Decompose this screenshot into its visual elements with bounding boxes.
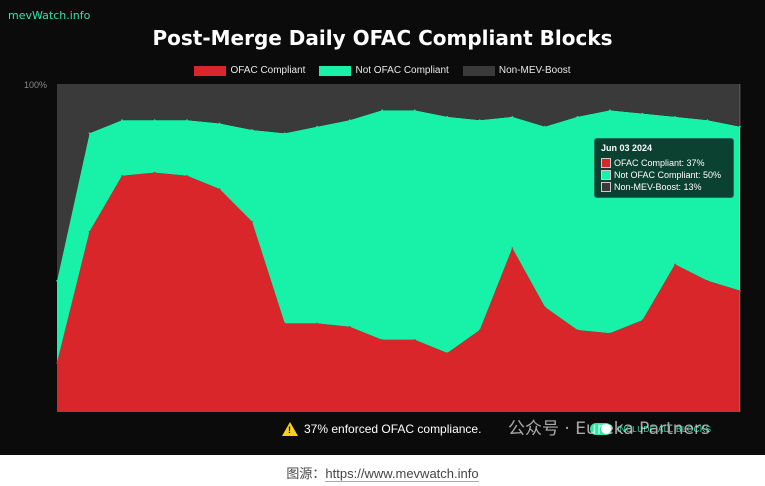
- point-not-ofac-compliant-8: [316, 125, 319, 128]
- legend-swatch-non-mev: [462, 65, 495, 76]
- point-not-ofac-compliant-20: [706, 119, 709, 121]
- point-ofac-compliant-3: [153, 171, 156, 174]
- point-ofac-compliant-4: [186, 175, 188, 177]
- area-series-non-mev-boost[interactable]: [57, 84, 740, 281]
- tooltip-text-ofac: OFAC Compliant: 37%: [614, 158, 705, 168]
- legend-label-non-mev: Non-MEV-Boost: [498, 65, 571, 76]
- point-ofac-compliant-10: [381, 339, 384, 341]
- point-ofac-compliant-20: [706, 280, 709, 282]
- point-not-ofac-compliant-4: [186, 119, 188, 121]
- brand-logo-text[interactable]: mevWatch.info: [8, 9, 91, 22]
- area-series-ofac-compliant[interactable]: [57, 172, 740, 412]
- include-all-blocks-toggle[interactable]: [590, 423, 612, 435]
- tooltip-text-non-mev: Non-MEV-Boost: 13%: [614, 182, 702, 192]
- point-not-ofac-compliant-17: [609, 109, 611, 111]
- point-ofac-compliant-14: [511, 247, 514, 249]
- chart-plot-area[interactable]: [0, 0, 765, 455]
- point-not-ofac-compliant-9: [348, 119, 351, 121]
- point-not-ofac-compliant-15: [544, 125, 546, 128]
- tooltip-swatch-ofac: [601, 158, 611, 168]
- y-axis-top-label: 100%: [24, 80, 48, 90]
- point-ofac-compliant-16: [576, 329, 579, 331]
- chart-legend: OFAC Compliant Not OFAC Compliant Non-ME…: [0, 65, 765, 76]
- area-series-not-ofac-compliant[interactable]: [57, 110, 740, 363]
- point-ofac-compliant-15: [544, 306, 546, 308]
- watermark-text: 公众号 · Eureka Partners: [508, 419, 710, 439]
- point-ofac-compliant-1: [88, 230, 91, 233]
- point-ofac-compliant-13: [479, 329, 481, 331]
- point-not-ofac-compliant-6: [251, 129, 253, 131]
- point-not-ofac-compliant-0: [56, 280, 58, 282]
- legend-item-not-ofac[interactable]: Not OFAC Compliant: [319, 65, 449, 76]
- tooltip-swatch-non-mev: [601, 182, 611, 192]
- point-ofac-compliant-0: [56, 362, 58, 364]
- legend-swatch-not-ofac: [319, 65, 352, 76]
- point-not-ofac-compliant-7: [283, 132, 286, 134]
- point-ofac-compliant-19: [674, 263, 676, 266]
- point-not-ofac-compliant-13: [479, 119, 481, 121]
- point-not-ofac-compliant-16: [576, 116, 579, 118]
- point-ofac-compliant-21: [739, 289, 741, 292]
- point-ofac-compliant-6: [251, 221, 253, 223]
- point-ofac-compliant-12: [446, 352, 449, 354]
- compliance-notice-text: 37% enforced OFAC compliance.: [304, 422, 482, 436]
- point-ofac-compliant-2: [121, 175, 123, 177]
- legend-item-non-mev[interactable]: Non-MEV-Boost: [462, 65, 571, 76]
- tooltip-row-non-mev: Non-MEV-Boost: 13%: [601, 181, 727, 193]
- point-not-ofac-compliant-2: [121, 119, 123, 121]
- point-not-ofac-compliant-12: [446, 116, 449, 118]
- tooltip-row-ofac: OFAC Compliant: 37%: [601, 157, 727, 169]
- legend-item-ofac[interactable]: OFAC Compliant: [194, 65, 305, 76]
- legend-swatch-ofac: [194, 65, 227, 76]
- point-not-ofac-compliant-1: [88, 132, 91, 134]
- include-all-blocks-label[interactable]: INCLUDE ALL BLOCKS: [617, 425, 712, 434]
- compliance-notice: ! 37% enforced OFAC compliance.: [282, 422, 481, 436]
- point-ofac-compliant-9: [348, 325, 351, 328]
- point-not-ofac-compliant-21: [739, 125, 741, 128]
- chart-title: Post-Merge Daily OFAC Compliant Blocks: [152, 26, 613, 50]
- point-ofac-compliant-5: [218, 188, 221, 190]
- point-not-ofac-compliant-5: [218, 122, 221, 125]
- point-not-ofac-compliant-14: [511, 116, 514, 118]
- source-prefix: 图源：: [286, 466, 326, 481]
- tooltip-date: Jun 03 2024: [601, 143, 653, 153]
- tooltip-swatch-not-ofac: [601, 170, 611, 180]
- image-source-caption: 图源：https://www.mevwatch.info: [0, 463, 765, 482]
- legend-label-ofac: OFAC Compliant: [230, 65, 306, 76]
- chart-panel: mevWatch.info Post-Merge Daily OFAC Comp…: [0, 0, 765, 455]
- source-link[interactable]: https://www.mevwatch.info: [325, 466, 479, 482]
- chart-tooltip: Jun 03 2024 OFAC Compliant: 37% Not OFAC…: [594, 138, 734, 198]
- toggle-knob: [601, 424, 611, 434]
- point-ofac-compliant-18: [641, 319, 644, 322]
- tooltip-text-not-ofac: Not OFAC Compliant: 50%: [614, 170, 722, 180]
- point-ofac-compliant-17: [609, 332, 611, 335]
- warning-icon: !: [282, 422, 298, 436]
- point-ofac-compliant-8: [316, 322, 319, 325]
- tooltip-row-not-ofac: Not OFAC Compliant: 50%: [601, 169, 727, 181]
- point-not-ofac-compliant-10: [381, 109, 384, 111]
- legend-label-not-ofac: Not OFAC Compliant: [355, 65, 449, 76]
- point-not-ofac-compliant-11: [414, 109, 416, 111]
- point-ofac-compliant-7: [283, 322, 286, 325]
- point-not-ofac-compliant-3: [153, 119, 156, 121]
- point-ofac-compliant-11: [414, 339, 416, 341]
- point-not-ofac-compliant-18: [641, 112, 644, 115]
- point-not-ofac-compliant-19: [674, 116, 676, 118]
